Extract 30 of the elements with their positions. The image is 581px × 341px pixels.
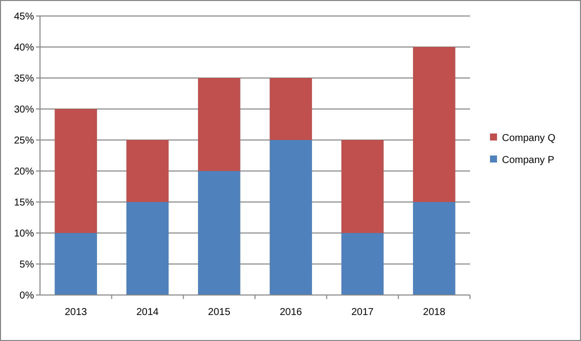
bar — [54, 109, 97, 233]
y-tick-label: 35% — [14, 74, 34, 84]
y-tick-label: 5% — [20, 260, 34, 270]
y-tick-label: 45% — [14, 12, 34, 22]
x-tick-label: 2018 — [423, 307, 446, 318]
bar — [198, 171, 240, 295]
y-tick-label: 40% — [14, 42, 34, 54]
bar — [413, 47, 456, 202]
legend-label: Company Q — [502, 133, 556, 144]
x-tick-label: 2015 — [208, 307, 231, 318]
y-tick-label: 15% — [14, 198, 34, 208]
bar — [54, 233, 97, 295]
y-tick-label: 10% — [14, 228, 34, 240]
y-tick-label: 0% — [20, 290, 34, 302]
bar — [341, 140, 384, 233]
bar — [270, 78, 312, 140]
bar — [270, 140, 312, 295]
x-tick-label: 2016 — [280, 307, 302, 318]
bar — [126, 202, 169, 295]
x-tick-label: 2013 — [64, 307, 88, 318]
y-tick-label: 20% — [14, 166, 34, 178]
bar — [413, 202, 456, 295]
bar — [341, 233, 384, 295]
y-tick-label: 25% — [14, 136, 34, 146]
legend-label: Company P — [502, 155, 555, 166]
y-tick-label: 30% — [14, 104, 34, 116]
bar — [126, 140, 169, 202]
x-tick-label: 2017 — [351, 307, 374, 318]
x-tick-label: 2014 — [136, 307, 160, 318]
bar — [198, 78, 240, 171]
